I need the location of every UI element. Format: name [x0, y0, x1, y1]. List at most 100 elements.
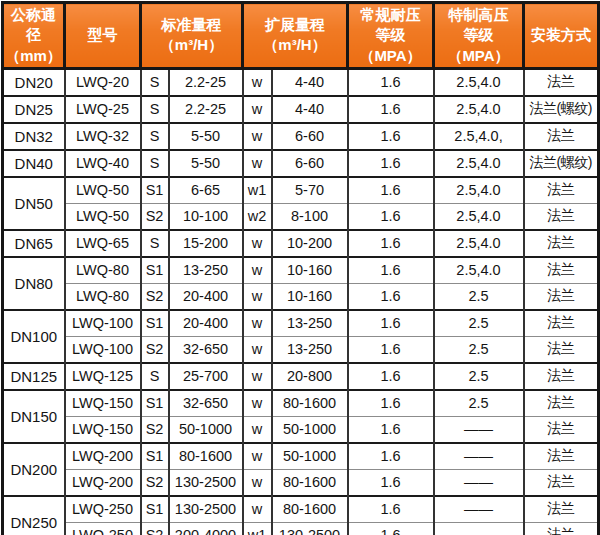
cell-normal-pressure: 1.6: [348, 390, 434, 417]
cell-high-pressure: 2.5,4.0: [434, 230, 524, 257]
table-row: DN25LWQ-25S2.2-25w4-401.62.5,4.0法兰(螺纹): [3, 96, 599, 123]
cell-installation: 法兰: [524, 390, 599, 417]
cell-normal-pressure: 1.6: [348, 522, 434, 535]
cell-extended-range-code: w: [243, 443, 272, 470]
cell-standard-range: 10-100: [169, 203, 243, 230]
cell-model: LWQ-80: [65, 283, 141, 310]
cell-high-pressure: ——: [434, 522, 524, 535]
cell-installation: 法兰: [524, 522, 599, 535]
cell-standard-range-code: S2: [141, 203, 169, 230]
cell-standard-range-code: S: [141, 363, 169, 390]
cell-extended-range: 10-160: [272, 257, 348, 284]
cell-normal-pressure: 1.6: [348, 123, 434, 150]
cell-high-pressure: ——: [434, 496, 524, 523]
cell-normal-pressure: 1.6: [348, 283, 434, 310]
cell-extended-range: 50-1000: [272, 443, 348, 470]
cell-normal-pressure: 1.6: [348, 203, 434, 230]
column-header-label: 等级（MPA）: [349, 25, 432, 66]
cell-extended-range: 4-40: [272, 96, 348, 123]
cell-high-pressure: 2.5,4.0: [434, 68, 524, 96]
cell-standard-range: 2.2-25: [169, 68, 243, 96]
cell-model: LWQ-125: [65, 363, 141, 390]
cell-model: LWQ-65: [65, 230, 141, 257]
cell-installation: 法兰: [524, 310, 599, 337]
cell-installation: 法兰: [524, 336, 599, 363]
column-header-label: 等级（MPA）: [435, 25, 522, 66]
cell-extended-range-code: w: [243, 390, 272, 417]
cell-standard-range: 20-400: [169, 283, 243, 310]
cell-model: LWQ-25: [65, 96, 141, 123]
cell-standard-range-code: S2: [141, 416, 169, 443]
column-header-label: （m³/H）: [142, 35, 241, 55]
table-row: DN150LWQ-150S132-650w80-16001.62.5法兰: [3, 390, 599, 417]
cell-model: LWQ-50: [65, 177, 141, 204]
cell-model: LWQ-32: [65, 123, 141, 150]
cell-normal-pressure: 1.6: [348, 177, 434, 204]
column-header-label: 扩展量程: [244, 15, 346, 35]
table-row: LWQ-50S210-100w28-1001.62.5,4.0法兰: [3, 203, 599, 230]
cell-high-pressure: 2.5: [434, 283, 524, 310]
cell-high-pressure: 2.5,4.0: [434, 257, 524, 284]
column-header-label: 特制高压: [435, 5, 522, 25]
cell-installation: 法兰: [524, 363, 599, 390]
cell-standard-range: 32-650: [169, 390, 243, 417]
cell-model: LWQ-200: [65, 443, 141, 470]
cell-standard-range: 130-2500: [169, 496, 243, 523]
cell-high-pressure: 2.5,4.0: [434, 203, 524, 230]
cell-high-pressure: ——: [434, 416, 524, 443]
cell-installation: 法兰: [524, 443, 599, 470]
cell-extended-range-code: w: [243, 336, 272, 363]
cell-installation: 法兰: [524, 230, 599, 257]
cell-extended-range: 130-2500: [272, 522, 348, 535]
cell-model: LWQ-20: [65, 68, 141, 96]
cell-standard-range: 5-50: [169, 123, 243, 150]
column-header-model: 型号: [65, 3, 141, 69]
column-header-normal-pressure-rating: 常规耐压等级（MPA）: [348, 3, 434, 69]
cell-installation: 法兰: [524, 257, 599, 284]
cell-standard-range-code: S1: [141, 443, 169, 470]
column-header-standard-range: 标准量程（m³/H）: [141, 3, 243, 69]
cell-nominal-diameter: DN250: [3, 496, 65, 535]
cell-nominal-diameter: DN150: [3, 390, 65, 443]
cell-installation: 法兰: [524, 496, 599, 523]
cell-installation: 法兰: [524, 203, 599, 230]
table-row: DN125LWQ-125S25-700w20-8001.62.5法兰: [3, 363, 599, 390]
cell-normal-pressure: 1.6: [348, 336, 434, 363]
cell-nominal-diameter: DN25: [3, 96, 65, 123]
column-header-installation-method: 安装方式: [524, 3, 599, 69]
cell-standard-range-code: S: [141, 68, 169, 96]
cell-high-pressure: 2.5,4.0: [434, 150, 524, 177]
cell-normal-pressure: 1.6: [348, 416, 434, 443]
cell-model: LWQ-250: [65, 522, 141, 535]
column-header-label: 公称通径: [4, 5, 63, 46]
table-row: LWQ-200S2130-2500w80-16001.6——法兰: [3, 469, 599, 496]
column-header-label: （m³/H）: [244, 35, 346, 55]
cell-standard-range-code: S2: [141, 336, 169, 363]
cell-normal-pressure: 1.6: [348, 150, 434, 177]
cell-nominal-diameter: DN32: [3, 123, 65, 150]
cell-extended-range: 80-1600: [272, 496, 348, 523]
cell-standard-range: 50-1000: [169, 416, 243, 443]
cell-standard-range: 2.2-25: [169, 96, 243, 123]
cell-standard-range-code: S: [141, 150, 169, 177]
cell-high-pressure: 2.5: [434, 390, 524, 417]
table-row: DN250LWQ-250S1130-2500w80-16001.6——法兰: [3, 496, 599, 523]
table-row: LWQ-250S2200-4000w1130-25001.6——法兰: [3, 522, 599, 535]
cell-standard-range-code: S1: [141, 310, 169, 337]
column-header-label: 常规耐压: [349, 5, 432, 25]
cell-extended-range: 20-800: [272, 363, 348, 390]
table-row: DN200LWQ-200S180-1600w50-10001.6——法兰: [3, 443, 599, 470]
cell-high-pressure: ——: [434, 469, 524, 496]
header-row: 公称通径（mm）型号标准量程（m³/H）扩展量程（m³/H）常规耐压等级（MPA…: [3, 3, 599, 69]
column-header-label: 型号: [66, 25, 139, 45]
cell-extended-range-code: w: [243, 68, 272, 96]
cell-extended-range: 5-70: [272, 177, 348, 204]
table-row: LWQ-80S220-400w10-1601.62.5法兰: [3, 283, 599, 310]
cell-installation: 法兰(螺纹): [524, 96, 599, 123]
cell-installation: 法兰: [524, 68, 599, 96]
cell-standard-range: 20-400: [169, 310, 243, 337]
table-row: LWQ-100S232-650w13-2501.62.5法兰: [3, 336, 599, 363]
cell-high-pressure: 2.5,4.0,: [434, 123, 524, 150]
cell-standard-range-code: S1: [141, 257, 169, 284]
cell-standard-range: 15-200: [169, 230, 243, 257]
